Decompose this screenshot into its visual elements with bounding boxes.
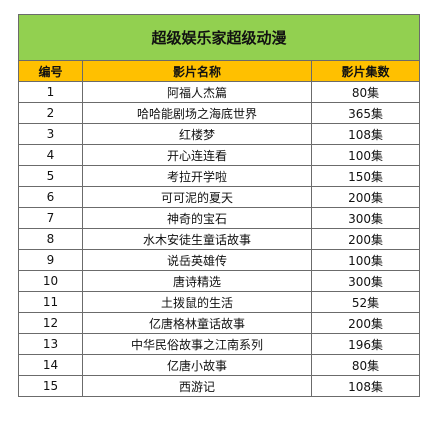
cell-name: 水木安徒生童话故事 xyxy=(82,228,312,250)
cell-index: 8 xyxy=(18,228,83,250)
anime-list-table: 超级娱乐家超级动漫 编号 影片名称 影片集数 1 阿福人杰篇 80集 2 哈哈能… xyxy=(17,14,421,397)
cell-name: 开心连连看 xyxy=(82,144,312,166)
cell-index: 12 xyxy=(18,312,83,334)
cell-episodes: 108集 xyxy=(310,375,421,397)
table-row: 6 可可泥的夏天 200集 xyxy=(18,186,421,208)
cell-index: 7 xyxy=(18,207,83,229)
cell-episodes: 300集 xyxy=(310,207,421,229)
cell-episodes: 100集 xyxy=(310,249,421,271)
cell-index: 10 xyxy=(18,270,83,292)
cell-episodes: 80集 xyxy=(310,354,421,376)
title-row: 超级娱乐家超级动漫 xyxy=(17,14,421,61)
table-title: 超级娱乐家超级动漫 xyxy=(17,14,421,61)
cell-name: 可可泥的夏天 xyxy=(82,186,312,208)
cell-name: 说岳英雄传 xyxy=(82,249,312,271)
table-row: 10 唐诗精选 300集 xyxy=(18,270,421,292)
cell-episodes: 52集 xyxy=(310,291,421,313)
cell-name: 亿唐格林童话故事 xyxy=(82,312,312,334)
cell-index: 1 xyxy=(18,81,83,103)
cell-index: 3 xyxy=(18,123,83,145)
cell-episodes: 108集 xyxy=(310,123,421,145)
cell-episodes: 300集 xyxy=(310,270,421,292)
cell-name: 中华民俗故事之江南系列 xyxy=(82,333,312,355)
cell-index: 6 xyxy=(18,186,83,208)
table-row: 5 考拉开学啦 150集 xyxy=(18,165,421,187)
table-row: 4 开心连连看 100集 xyxy=(18,144,421,166)
spreadsheet-table-container: 超级娱乐家超级动漫 编号 影片名称 影片集数 1 阿福人杰篇 80集 2 哈哈能… xyxy=(17,14,421,397)
table-row: 8 水木安徒生童话故事 200集 xyxy=(18,228,421,250)
table-row: 9 说岳英雄传 100集 xyxy=(18,249,421,271)
cell-name: 神奇的宝石 xyxy=(82,207,312,229)
cell-episodes: 80集 xyxy=(310,81,421,103)
table-row: 15 西游记 108集 xyxy=(18,375,421,397)
table-row: 12 亿唐格林童话故事 200集 xyxy=(18,312,421,334)
table-row: 13 中华民俗故事之江南系列 196集 xyxy=(18,333,421,355)
cell-episodes: 150集 xyxy=(310,165,421,187)
table-row: 7 神奇的宝石 300集 xyxy=(18,207,421,229)
column-header-name: 影片名称 xyxy=(82,60,312,82)
table-row: 11 土拨鼠的生活 52集 xyxy=(18,291,421,313)
cell-name: 唐诗精选 xyxy=(82,270,312,292)
cell-episodes: 200集 xyxy=(310,186,421,208)
column-header-index: 编号 xyxy=(18,60,83,82)
cell-index: 11 xyxy=(18,291,83,313)
column-header-episodes: 影片集数 xyxy=(310,60,421,82)
cell-index: 9 xyxy=(18,249,83,271)
cell-name: 哈哈能剧场之海底世界 xyxy=(82,102,312,124)
table-row: 3 红楼梦 108集 xyxy=(18,123,421,145)
table-row: 1 阿福人杰篇 80集 xyxy=(18,81,421,103)
cell-name: 阿福人杰篇 xyxy=(82,81,312,103)
cell-episodes: 365集 xyxy=(310,102,421,124)
cell-index: 15 xyxy=(18,375,83,397)
cell-name: 西游记 xyxy=(82,375,312,397)
cell-name: 考拉开学啦 xyxy=(82,165,312,187)
cell-episodes: 196集 xyxy=(310,333,421,355)
cell-index: 4 xyxy=(18,144,83,166)
cell-name: 亿唐小故事 xyxy=(82,354,312,376)
cell-index: 14 xyxy=(18,354,83,376)
cell-name: 红楼梦 xyxy=(82,123,312,145)
table-row: 14 亿唐小故事 80集 xyxy=(18,354,421,376)
cell-episodes: 200集 xyxy=(310,228,421,250)
table-row: 2 哈哈能剧场之海底世界 365集 xyxy=(18,102,421,124)
cell-index: 13 xyxy=(18,333,83,355)
cell-name: 土拨鼠的生活 xyxy=(82,291,312,313)
cell-index: 5 xyxy=(18,165,83,187)
cell-index: 2 xyxy=(18,102,83,124)
cell-episodes: 100集 xyxy=(310,144,421,166)
header-row: 编号 影片名称 影片集数 xyxy=(18,60,421,82)
cell-episodes: 200集 xyxy=(310,312,421,334)
